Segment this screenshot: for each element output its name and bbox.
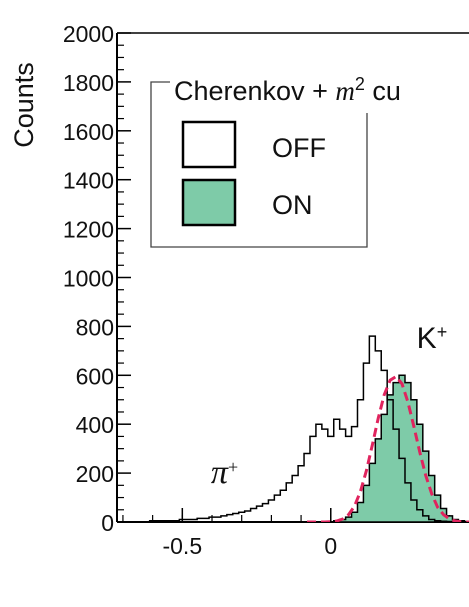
y-tick-label: 0 (101, 510, 114, 536)
y-tick-label: 1000 (63, 266, 114, 292)
annotation-kaon: K+ (417, 322, 448, 355)
fit-curve-dashed (307, 374, 469, 522)
annotation-pion: π+ (211, 454, 238, 491)
legend-swatch-on (181, 178, 237, 227)
y-tick-label: 1600 (63, 119, 114, 145)
y-tick-label: 800 (76, 314, 114, 340)
x-tick-label: -0.5 (162, 533, 202, 559)
y-tick-label: 1400 (63, 168, 114, 194)
legend-label-off: OFF (272, 133, 326, 163)
y-tick-label: 200 (76, 461, 114, 487)
y-tick-label: 600 (76, 363, 114, 389)
series-off-outline (119, 335, 469, 522)
y-axis-ticks: 0 200 400 600 800 1000 1200 1400 1600 1800 2000 (63, 21, 131, 536)
legend-title: Cherenkov + m2 cu (174, 74, 401, 106)
x-tick-label: 0 (324, 533, 337, 559)
legend-label-on: ON (272, 190, 313, 220)
y-tick-label: 1800 (63, 70, 114, 96)
y-tick-label: 400 (76, 412, 114, 438)
y-axis-title: Counts (9, 62, 39, 148)
legend: Cherenkov + m2 cu OFF ON (150, 74, 401, 248)
legend-frame (150, 81, 368, 248)
legend-swatch-off (181, 120, 237, 169)
y-tick-label: 2000 (63, 21, 114, 47)
y-tick-label: 1200 (63, 217, 114, 243)
